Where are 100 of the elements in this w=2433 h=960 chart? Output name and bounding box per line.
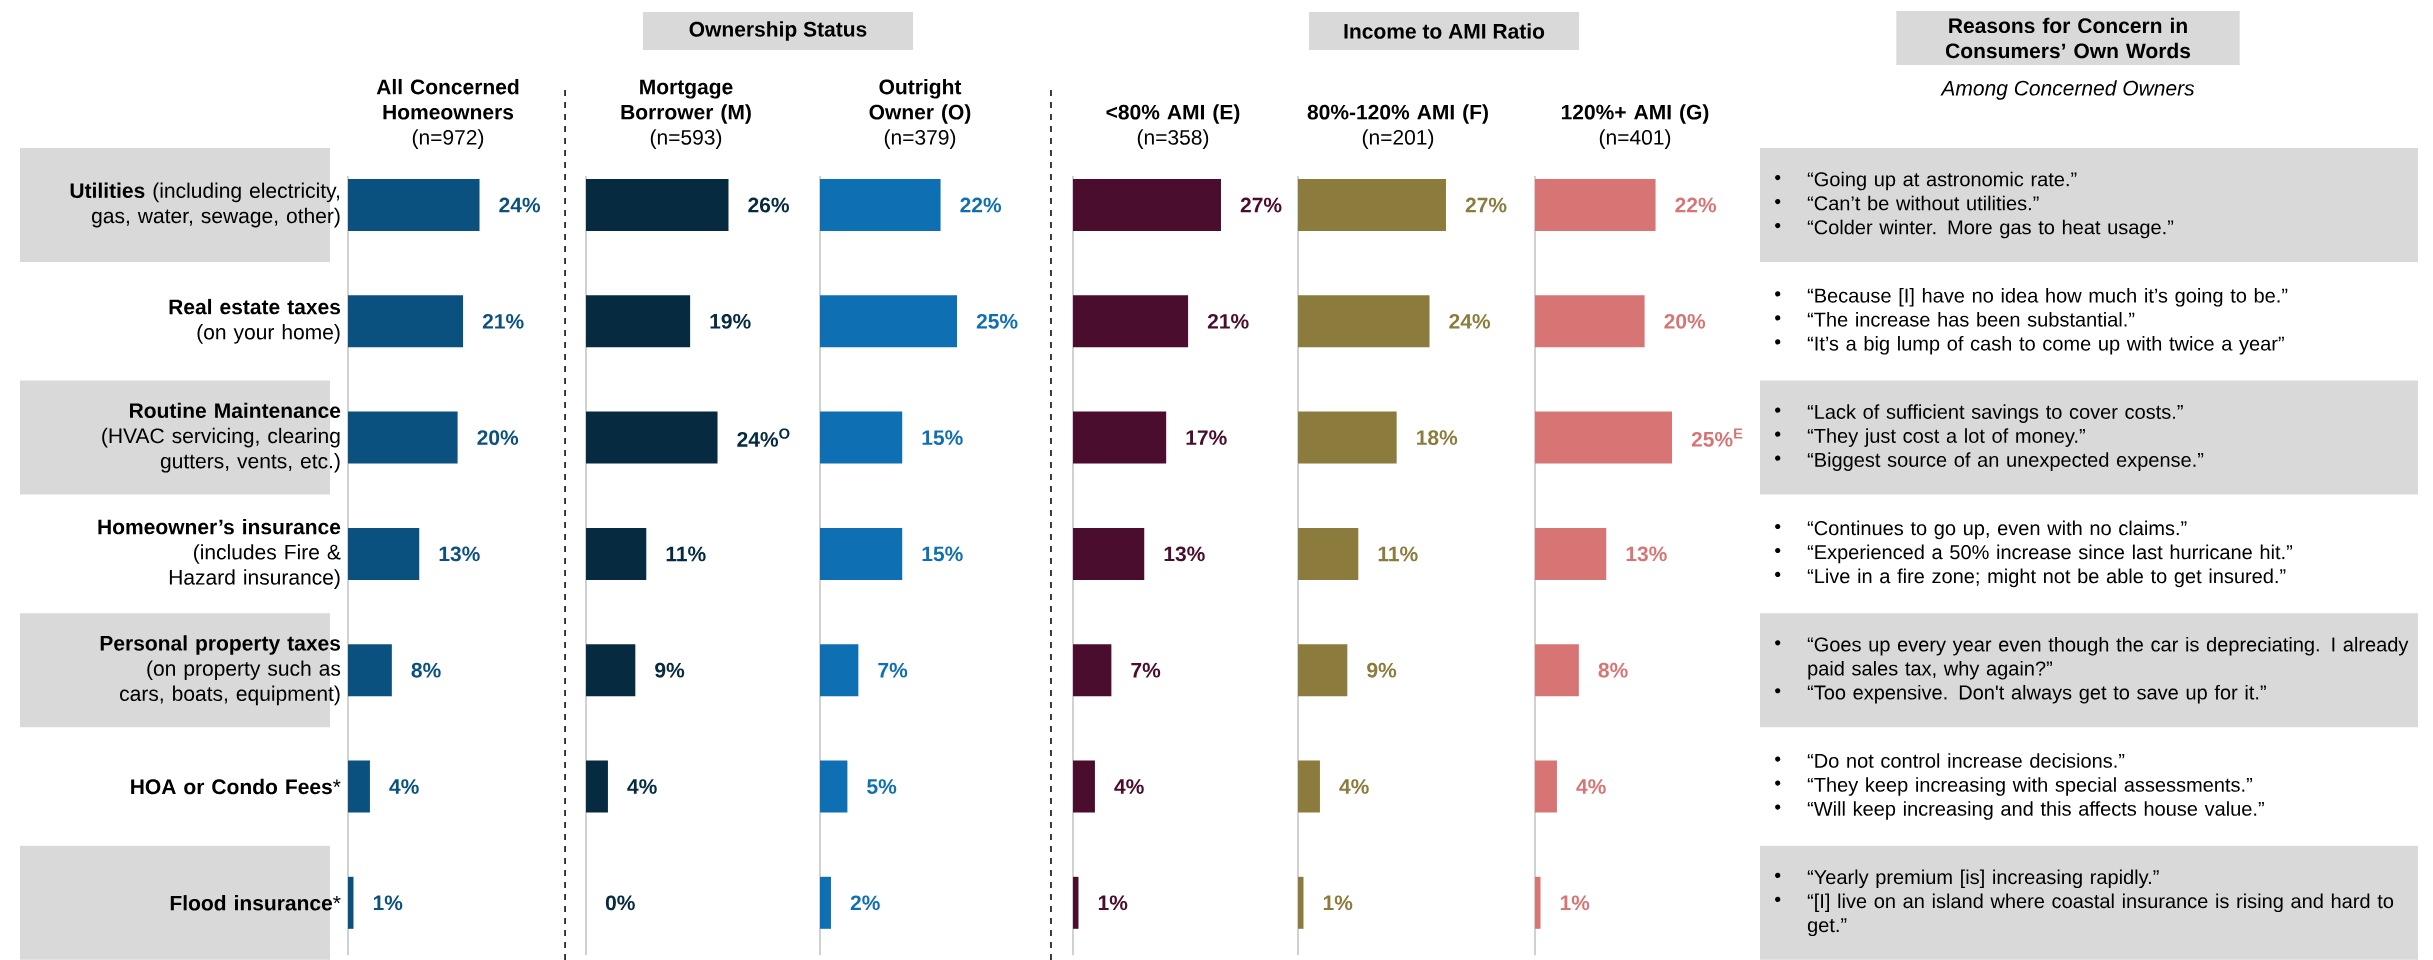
bar [820, 760, 848, 813]
bar [1298, 760, 1320, 813]
data-label: 4% [1339, 779, 1369, 794]
data-label: 1% [1098, 895, 1128, 911]
bar [586, 760, 608, 813]
data-label: 0% [605, 895, 635, 911]
bar [348, 876, 354, 929]
text: “[I] live on an island where coastal insurance is rising and hard to get.” [1807, 893, 2394, 937]
chart-subtitle: (n=379) [884, 129, 956, 149]
text: “Yearly premium [is] increasing rapidly.” [1807, 869, 2159, 889]
text: “Do not control increase decisions.” [1807, 753, 2125, 768]
y-tick-label: Routine Maintenance (HVAC servicing, clearing gutters, vents, etc.) [102, 402, 341, 473]
text: “Experienced a 50% increase since last hurricane hit.” [1807, 544, 2293, 564]
text: Income to AMI Ratio [1344, 23, 1545, 39]
bar [586, 644, 636, 697]
bar [1298, 295, 1430, 348]
data-label: 24% [1449, 313, 1491, 329]
data-label: 27% [1465, 197, 1507, 213]
chart-title: 80%-120% AMI (F) [1307, 104, 1488, 124]
data-label: 8% [411, 662, 441, 678]
data-label: 9% [655, 662, 685, 678]
data-label: 2% [850, 895, 880, 911]
bar [1073, 295, 1189, 348]
data-label: 21% [1207, 313, 1249, 329]
data-label: 4% [1114, 779, 1144, 794]
data-label: 27% [1240, 197, 1282, 213]
text: “Colder winter. More gas to heat usage.” [1807, 219, 2174, 239]
data-label: 19% [710, 313, 751, 329]
text: “The increase has been substantial.” [1807, 311, 2135, 327]
text: Reasons for Concern in Consumers’ Own Words [1945, 17, 2191, 59]
data-label: 17% [1186, 430, 1227, 445]
bar [586, 411, 718, 464]
text: “Can’t be without utilities.” [1807, 195, 2039, 211]
bar [1535, 295, 1645, 348]
data-label: 18% [1417, 430, 1458, 446]
data-label: 4% [1576, 779, 1606, 794]
text: “Goes up every year even though the car is depreciating. I already paid sales tax, why again?” [1807, 636, 2409, 680]
data-label: 4% [627, 779, 657, 794]
bar [348, 411, 458, 464]
bar [1298, 876, 1304, 929]
data-label: 8% [1598, 662, 1628, 678]
text: “Continues to go up, even with no claims.” [1807, 520, 2187, 540]
chart-subtitle: (n=201) [1362, 129, 1434, 149]
data-label: 13% [439, 546, 480, 562]
bar [1535, 527, 1607, 580]
bar [1535, 760, 1557, 813]
data-label: 13% [1164, 546, 1205, 562]
bar [820, 527, 903, 580]
data-label: 9% [1367, 662, 1397, 678]
data-label: 25% [976, 313, 1018, 329]
bar [1073, 760, 1095, 813]
data-label: 11% [1378, 546, 1418, 562]
data-label: 1% [1323, 895, 1353, 911]
data-label: 24% [499, 197, 541, 213]
bar [820, 411, 903, 464]
bar [348, 295, 464, 348]
text: “Live in a fire zone; might not be able to get insured.” [1807, 568, 2286, 588]
text: “Because [I] have no idea how much it’s going to be.” [1807, 287, 2288, 307]
data-label: 11% [666, 546, 706, 562]
text: “Going up at astronomic rate.” [1807, 171, 2077, 191]
chart-subtitle: (n=358) [1137, 129, 1209, 149]
text: “They keep increasing with special assessments.” [1807, 777, 2252, 796]
y-tick-label: Homeowner’s insurance (includes Fire & Hazard insurance) [98, 518, 341, 589]
data-label: 26% [748, 197, 790, 213]
bar [586, 295, 691, 348]
data-label: 20% [1664, 313, 1706, 329]
y-tick-label: HOA or Condo Fees* [131, 778, 341, 795]
text: “Too expensive. Don't always get to save up for it.” [1807, 684, 2266, 704]
bar [1298, 411, 1397, 464]
chart-title: Outright Owner (O) [869, 78, 971, 124]
data-label: 7% [878, 662, 908, 678]
chart-title: <80% AMI (E) [1106, 104, 1240, 124]
bar [1535, 179, 1656, 232]
data-label: 1% [1560, 895, 1590, 911]
data-label: 24%$^{O}$ [737, 428, 790, 447]
data-label: 22% [960, 197, 1002, 213]
data-label: 25%$^{E}$ [1691, 428, 1743, 447]
bar [348, 179, 480, 232]
data-label: 1% [373, 895, 403, 911]
y-tick-label: Personal property taxes (on property such as cars, boats, equipment) [100, 635, 341, 706]
text: Ownership Status [689, 21, 867, 41]
y-tick-label: Utilities (including electricity, gas, water, sewage, other) [70, 182, 340, 228]
data-label: 15% [922, 430, 963, 446]
bar [1298, 527, 1359, 580]
bar [1298, 644, 1348, 697]
y-tick-label: Real estate taxes (on your home) [169, 298, 341, 344]
chart-title: 120%+ AMI (G) [1561, 104, 1709, 124]
chart-title: Mortgage Borrower (M) [621, 79, 751, 124]
bar [348, 527, 420, 580]
bar [1073, 644, 1112, 697]
data-label: 4% [389, 779, 419, 794]
bar [820, 295, 958, 348]
data-label: 5% [867, 779, 897, 794]
bar [1073, 876, 1079, 929]
bar [1298, 179, 1446, 232]
bar [1073, 527, 1145, 580]
bar [1535, 876, 1541, 929]
chart-subtitle: (n=972) [412, 129, 484, 149]
bar [820, 644, 859, 697]
chart-title: All Concerned Homeowners [376, 78, 519, 120]
